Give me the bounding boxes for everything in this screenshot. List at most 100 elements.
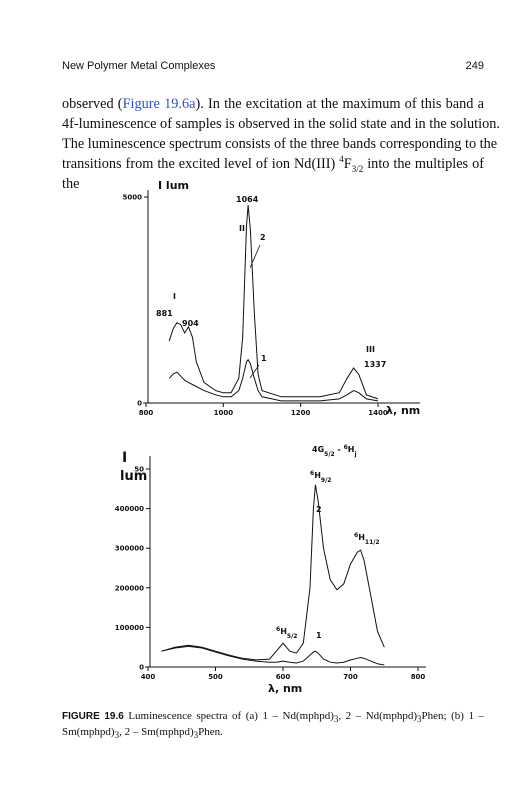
- body-text: observed (Figure 19.6a). In the excitati…: [62, 94, 500, 192]
- text-segment: , 2 – Sm(mphpd): [119, 726, 194, 738]
- annotation: 1: [261, 354, 267, 363]
- spectrum-line: [168, 358, 379, 402]
- annotation: III: [366, 345, 375, 354]
- x-tick-label: 1400: [368, 409, 388, 417]
- annotation-part: 2: [260, 233, 266, 242]
- text-line: Sm(mphpd)3, 2 – Sm(mphpd)3Phen.: [62, 724, 484, 740]
- text-segment: transitions from the excited level of io…: [62, 156, 340, 172]
- annotation-part: 6: [276, 626, 280, 633]
- annotation-part: 5/2: [324, 451, 335, 458]
- figure-caption: FIGURE 19.6 Luminescence spectra of (a) …: [62, 708, 484, 740]
- annotation-part: 11/2: [365, 539, 380, 546]
- text-segment: F: [343, 156, 352, 172]
- annotation-part: H: [314, 471, 321, 480]
- annotation-part: 1064: [236, 195, 259, 204]
- text-segment: Phen.: [198, 726, 223, 738]
- x-tick-label: 800: [411, 673, 426, 681]
- y-tick-label: 300000: [115, 545, 144, 553]
- annotation-part: 6: [344, 444, 348, 451]
- text-segment: 3: [417, 714, 422, 725]
- annotation: 1: [316, 631, 322, 640]
- spectrum-line: [168, 205, 379, 400]
- annotation-part: j: [353, 451, 356, 458]
- annotation-part: 2: [316, 505, 322, 514]
- text-line: observed (Figure 19.6a). In the excitati…: [62, 94, 484, 114]
- x-tick-label: 400: [141, 673, 156, 681]
- annotation-part: 4G: [312, 445, 324, 454]
- annotation-part: I: [173, 292, 176, 301]
- annotation-part: H: [358, 533, 365, 542]
- annotation: 1337: [364, 360, 386, 369]
- annotation: 2: [316, 505, 322, 514]
- x-tick-label: 800: [139, 409, 154, 417]
- text-segment: 3: [193, 730, 199, 741]
- text-segment: The luminescence spectrum consists of th…: [62, 136, 498, 152]
- spectrum-line: [161, 484, 385, 661]
- annotation: 881: [156, 309, 173, 318]
- y-tick-label: 200000: [115, 584, 144, 592]
- y-axis-label: I: [122, 450, 127, 466]
- text-segment: 4: [339, 154, 344, 165]
- text-segment: into the multiples of the: [62, 156, 484, 192]
- annotation: 904: [182, 319, 199, 328]
- text-segment: Sm(mphpd): [62, 726, 115, 738]
- annotation-part: H: [348, 445, 355, 454]
- x-tick-label: 1200: [291, 409, 311, 417]
- annotation-part: III: [366, 345, 375, 354]
- annotation-part: 6: [310, 470, 314, 477]
- annotation: 1064: [236, 195, 259, 204]
- annotation-part: -: [335, 445, 344, 454]
- annotation-part: 6: [354, 532, 358, 539]
- annotation-part: H: [280, 627, 287, 636]
- link[interactable]: Figure 19.6a: [122, 96, 196, 112]
- x-axis-label: λ, nm: [268, 682, 302, 695]
- annotation: 6H9/2: [310, 470, 331, 484]
- annotation-part: 9/2: [321, 477, 332, 484]
- annotation: 6H5/2: [276, 626, 297, 640]
- annotation-part: 1337: [364, 360, 386, 369]
- y-axis-label: I lum: [158, 179, 189, 192]
- annotation: 2: [260, 233, 266, 242]
- text-segment: Luminescence spectra of (a) 1 – Nd(mphpd…: [123, 710, 334, 722]
- annotation: 4G5/2 - 6Hj: [312, 444, 357, 458]
- annotation: 6H11/2: [354, 532, 380, 546]
- y-axis-label: lum: [120, 469, 147, 484]
- page-number: 249: [465, 60, 484, 72]
- text-segment: 3: [114, 730, 120, 741]
- running-title: New Polymer Metal Complexes: [62, 60, 216, 72]
- arrows: [249, 244, 261, 379]
- y-tick-label: 100000: [115, 624, 144, 632]
- spectrum-line: [161, 645, 385, 666]
- text-segment: observed (: [62, 96, 123, 112]
- text-line: FIGURE 19.6 Luminescence spectra of (a) …: [62, 708, 484, 724]
- text-line: 4f-luminescence of samples is observed i…: [62, 114, 500, 134]
- text-segment: 3/2: [351, 163, 364, 174]
- x-tick-label: 1000: [214, 409, 234, 417]
- annotation-part: 1: [261, 354, 267, 363]
- annotation-part: 1: [316, 631, 322, 640]
- x-axis-label: λ, nm: [386, 404, 420, 417]
- annotation-part: 881: [156, 309, 173, 318]
- text-segment: Phen; (b) 1 –: [421, 710, 484, 722]
- text-line: The luminescence spectrum consists of th…: [62, 134, 497, 154]
- text-segment: , 2 – Nd(mphpd): [338, 710, 418, 722]
- y-tick-label: 50: [134, 466, 144, 474]
- annotation: II: [239, 224, 245, 233]
- text-segment: ). In the excitation at the maximum of t…: [195, 96, 484, 112]
- y-tick-label: 400000: [115, 505, 144, 513]
- text-segment: 4f-luminescence of samples is observed i…: [62, 116, 500, 132]
- text-line: transitions from the excited level of io…: [62, 154, 484, 192]
- y-tick-label: 0: [137, 400, 142, 408]
- y-tick-label: 5000: [123, 194, 143, 202]
- text-segment: FIGURE 19.6: [62, 711, 124, 722]
- annotation: I: [173, 292, 176, 301]
- annotation-part: 904: [182, 319, 199, 328]
- annotation-part: II: [239, 224, 245, 233]
- annotation-part: 5/2: [287, 633, 298, 640]
- x-tick-label: 500: [208, 673, 223, 681]
- x-tick-label: 600: [276, 673, 291, 681]
- y-tick-label: 0: [139, 664, 144, 672]
- text-segment: 3: [333, 714, 339, 725]
